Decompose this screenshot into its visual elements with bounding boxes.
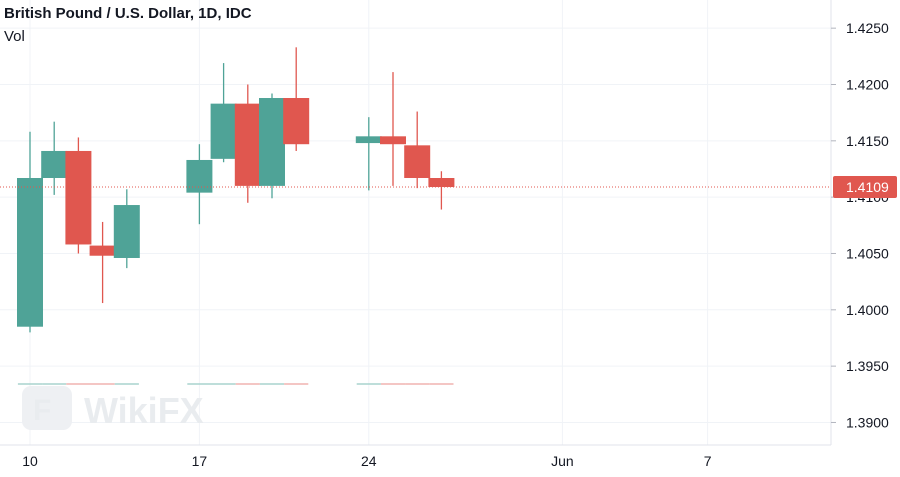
- candle-2021-05-26[interactable]: [404, 111, 431, 189]
- candle-2021-05-27[interactable]: [428, 171, 455, 210]
- candle-body: [404, 145, 431, 178]
- price-axis[interactable]: [0, 0, 832, 446]
- svg-text:F: F: [33, 394, 51, 427]
- candle-2021-05-18[interactable]: [210, 63, 237, 163]
- candle-2021-05-24[interactable]: [355, 117, 382, 191]
- candle-2021-05-17[interactable]: [186, 144, 213, 225]
- candles[interactable]: [0, 47, 455, 445]
- last-price-tag-text: 1.4109: [846, 179, 889, 195]
- y-tick-label: 1.4250: [846, 20, 889, 36]
- candle-body: [283, 98, 310, 145]
- candle-2021-05-19[interactable]: [234, 84, 261, 203]
- candle-2021-05-25[interactable]: [380, 72, 406, 186]
- y-axis-ticks: 1.42501.42001.41501.41001.40501.40001.39…: [831, 20, 889, 430]
- candle-body: [355, 136, 382, 144]
- candle-2021-05-20[interactable]: [259, 93, 285, 199]
- grid-lines: [0, 0, 831, 445]
- candle-body: [234, 103, 261, 186]
- candle-body: [89, 245, 116, 256]
- volume-indicator-label: Vol: [4, 28, 25, 45]
- candle-body: [186, 159, 213, 193]
- candle-2021-05-11[interactable]: [41, 121, 68, 195]
- y-tick-label: 1.3950: [846, 358, 889, 374]
- watermark-text: WikiFX: [84, 390, 204, 431]
- x-axis-ticks: 10 17 24 Jun 7: [22, 453, 711, 469]
- last-price-tag: 1.4109: [833, 176, 897, 199]
- candle-body: [113, 205, 140, 258]
- y-tick-label: 1.4000: [846, 302, 889, 318]
- candle-2021-05-21[interactable]: [283, 47, 310, 151]
- last-price-tag-bg: [833, 176, 897, 199]
- wikifx-logo-icon: F: [22, 386, 72, 430]
- x-tick-label: 17: [192, 453, 208, 469]
- y-tick-label: 1.4200: [846, 76, 889, 92]
- x-tick-label: 7: [704, 453, 712, 469]
- candle-body: [210, 103, 237, 159]
- candle-body: [259, 98, 285, 186]
- candle-2021-05-10[interactable]: [17, 131, 43, 333]
- candle-body: [17, 178, 43, 327]
- x-tick-label: Jun: [551, 453, 574, 469]
- x-tick-label: 24: [361, 453, 377, 469]
- y-tick-label: 1.4150: [846, 133, 889, 149]
- candle-body: [380, 136, 406, 145]
- candle-2021-05-14[interactable]: [113, 189, 140, 269]
- chart-header: British Pound / U.S. Dollar, 1D, IDC Vol: [4, 5, 252, 45]
- candle-2021-05-13[interactable]: [89, 221, 116, 304]
- chart-title: British Pound / U.S. Dollar, 1D, IDC: [4, 5, 252, 22]
- candle-2021-05-12[interactable]: [65, 137, 92, 254]
- y-tick-label: 1.4050: [846, 245, 889, 261]
- candle-body: [65, 150, 92, 245]
- y-tick-label: 1.3900: [846, 414, 889, 430]
- watermark: F WikiFX: [22, 386, 204, 431]
- x-tick-label: 10: [22, 453, 38, 469]
- candle-body: [428, 178, 455, 188]
- candle-body: [41, 150, 68, 178]
